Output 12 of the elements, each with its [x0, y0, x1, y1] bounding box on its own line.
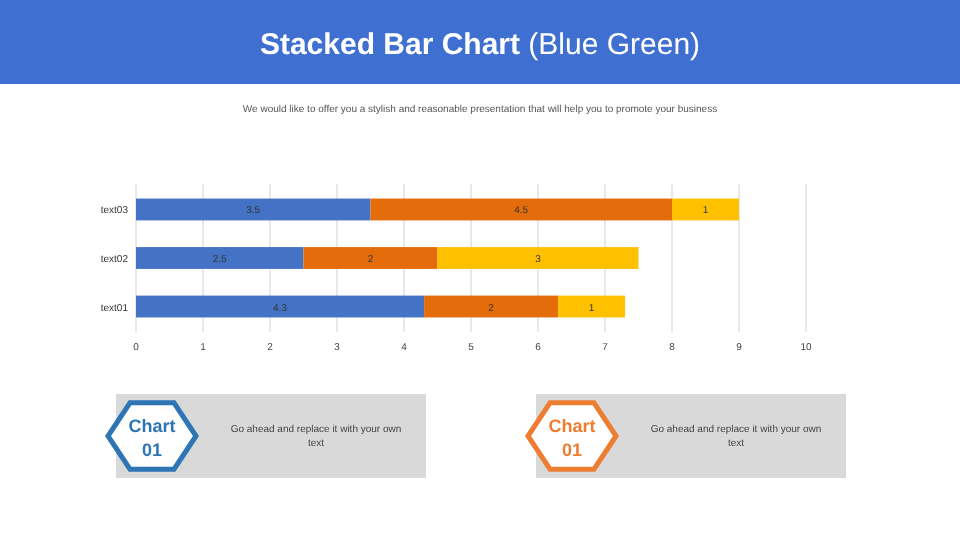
- bar: [437, 247, 639, 269]
- bar: [303, 247, 438, 269]
- bar: [136, 198, 371, 221]
- bar: [558, 295, 626, 318]
- caption: Chart 01: [548, 416, 596, 460]
- bar: [424, 295, 559, 318]
- bar: [136, 247, 304, 269]
- bar: [370, 198, 672, 221]
- bar: [136, 295, 425, 318]
- bar: [672, 198, 739, 221]
- chart-title: Stacked Bar Chart (Blue Green): [259, 28, 701, 62]
- caption: Chart 01: [128, 416, 176, 460]
